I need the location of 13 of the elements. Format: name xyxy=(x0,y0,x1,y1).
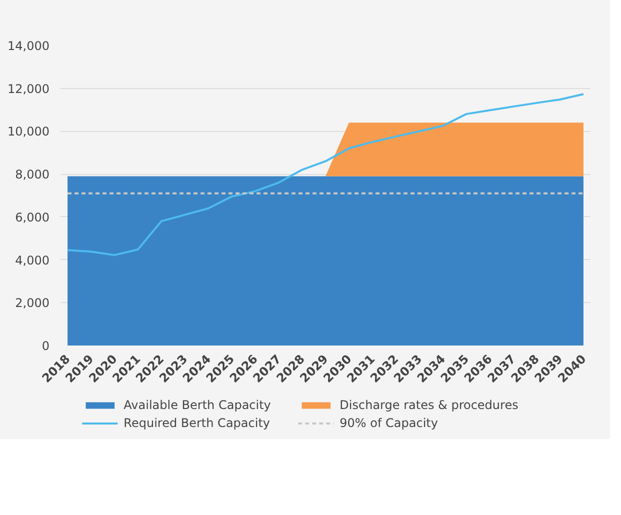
legend-label: Discharge rates & procedures xyxy=(340,398,518,412)
y-tick-label: 0 xyxy=(42,339,50,353)
legend-label: 90% of Capacity xyxy=(340,416,439,430)
legend-label: Available Berth Capacity xyxy=(124,398,272,412)
legend-label: Required Berth Capacity xyxy=(124,416,271,430)
y-tick-label: 8,000 xyxy=(15,168,50,182)
y-tick-label: 12,000 xyxy=(8,82,50,96)
y-tick-label: 14,000 xyxy=(8,39,50,53)
y-tick-label: 4,000 xyxy=(15,253,50,268)
y-tick-label: 10,000 xyxy=(8,124,50,139)
line-series xyxy=(66,93,584,256)
y-tick-label: 2,000 xyxy=(15,296,50,310)
y-tick-label: 6,000 xyxy=(15,210,50,224)
